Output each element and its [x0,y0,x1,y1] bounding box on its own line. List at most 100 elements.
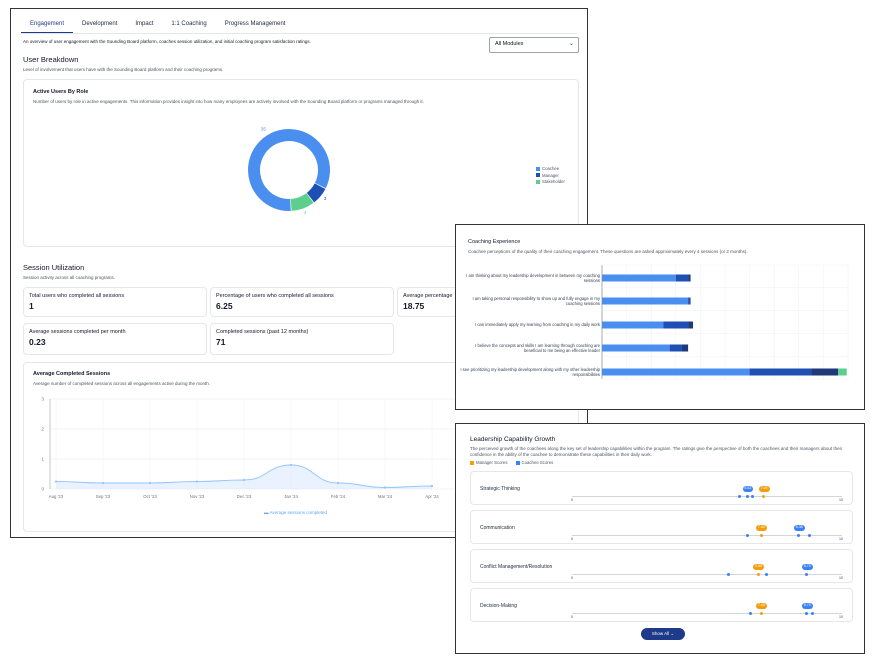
tab-1-1-coaching[interactable]: 1:1 Coaching [171,21,207,27]
bar-segment [688,297,690,305]
score-track [572,496,842,497]
bar-segment [602,297,689,305]
bar-category-label: I am taking personal responsibility to s… [472,295,600,306]
stat-value: 71 [216,337,226,347]
leadership-title: Leadership Capability Growth [470,436,556,443]
stat-label: Completed sessions (past 12 months) [216,329,309,335]
y-tick-label: 3 [41,397,44,402]
tab-engagement[interactable]: Engagement [21,17,74,33]
y-tick-label: 0 [41,487,44,492]
axis-min-label: 0 [571,576,573,580]
bar-segment [669,344,682,352]
legend-coachee-scores: Coachee Scores [515,460,554,465]
module-select[interactable]: All Modules ⌄ [489,37,579,53]
score-dot[interactable] [759,612,763,615]
manager-score-pill: 7.00 [756,603,767,609]
capability-card[interactable]: Strategic Thinking 0 10 7.09 6.53 [470,471,853,505]
data-point [383,486,387,489]
manager-score-pill: 7.09 [758,486,770,492]
stat-label: Average sessions completed per month [29,329,126,335]
legend-swatch [470,460,474,465]
legend-label: Coachee [542,166,560,171]
stat-label: Average percentage [403,293,453,299]
bar-category-label: I believe the concepts and skills I am l… [475,342,600,353]
coachee-score-pill: 8.75 [801,603,813,609]
bar-segment [663,321,689,329]
session-utilization-subtitle: Session activity across all coaching pro… [23,275,116,280]
score-dot[interactable] [751,495,755,498]
chevron-down-icon: ⌄ [568,41,574,47]
data-point [195,480,199,483]
capability-name: Decision-Making [480,603,517,609]
score-dot[interactable] [746,534,749,537]
legend-swatch [536,173,540,177]
coachee-score-pill: 6.53 [742,486,754,492]
stat-value: 1 [29,301,34,311]
bar-category-label-wrap: I am thinking about my leadership develo… [466,273,600,283]
data-point [289,463,293,467]
capability-card[interactable]: Conflict Management/Resolution 0 10 6.88 8.7… [470,549,853,583]
show-all-button[interactable]: Show All ⌄ [641,628,685,640]
score-dot[interactable] [810,612,814,615]
legend-swatch [536,166,540,171]
bar-segment [749,368,812,376]
donut-slice-manager [306,183,326,203]
score-dot[interactable] [759,534,763,537]
capability-card[interactable]: Decision-Making 0 10 7.00 8.75 [470,588,853,622]
bar-segment [811,368,839,376]
axis-max-label: 10 [839,615,843,619]
score-dot[interactable] [805,612,809,615]
tab-progress-management[interactable]: Progress Management [224,21,286,27]
y-tick-label: 1 [41,457,44,462]
capability-name: Conflict Management/Resolution [480,564,553,570]
score-dot[interactable] [756,573,760,576]
tab-impact[interactable]: Impact [135,21,154,27]
data-point [148,481,152,485]
score-dot[interactable] [764,573,768,576]
bar-segment [688,321,694,329]
legend-label: Stakeholder [542,179,565,184]
data-point [336,481,340,485]
x-tick-label: Nov '23 [190,494,205,499]
score-dot[interactable] [746,495,749,498]
score-dot[interactable] [762,495,766,498]
stat-value: 0.23 [29,337,46,347]
bar-category-label: I see prioritizing my leadership develop… [460,366,600,377]
tab-bar: Engagement Development Impact 1:1 Coachi… [21,17,294,33]
legend-swatch [515,460,520,465]
score-dot[interactable] [748,612,752,615]
legend-label: Coachee Scores [521,460,554,465]
manager-score-pill: 7.00 [756,525,767,531]
score-track [572,535,842,536]
legend-label: Manager [542,172,559,178]
score-dot[interactable] [727,573,731,576]
score-dot[interactable] [797,534,801,537]
tab-development[interactable]: Development [82,21,118,27]
bar-segment [602,321,664,329]
data-point [101,481,105,485]
tab-divider [21,33,577,34]
score-dot[interactable] [805,573,809,576]
axis-max-label: 10 [839,576,843,580]
score-dot[interactable] [737,495,741,498]
stat-value: 6.25 [216,301,233,311]
axis-max-label: 10 [839,537,843,541]
avg-sessions-subtitle: Average number of completed sessions acr… [33,381,211,386]
active-users-donut-chart: 35 3 4 [248,127,330,215]
axis-min-label: 0 [571,537,573,541]
bar-category-label: I can immediately apply my learning from… [475,322,600,328]
donut-data-label: 3 [324,196,327,201]
legend-line-icon: ▬ [264,510,270,515]
capability-card[interactable]: Communication 0 10 7.00 8.38 [470,510,853,544]
coaching-experience-title: Coaching Experience [468,239,521,245]
legend-manager-scores: Manager Scores [470,460,508,465]
session-utilization-title: Session Utilization [23,263,85,272]
bar-segment [675,274,689,282]
score-dot[interactable] [808,534,812,537]
capability-name: Communication [480,525,515,531]
donut-slice-coachee [248,129,330,211]
x-tick-label: Mar '24 [378,494,393,499]
module-select-value: All Modules [495,41,524,47]
donut-data-label: 35 [261,127,267,132]
x-tick-label: Apr '24 [425,494,439,499]
